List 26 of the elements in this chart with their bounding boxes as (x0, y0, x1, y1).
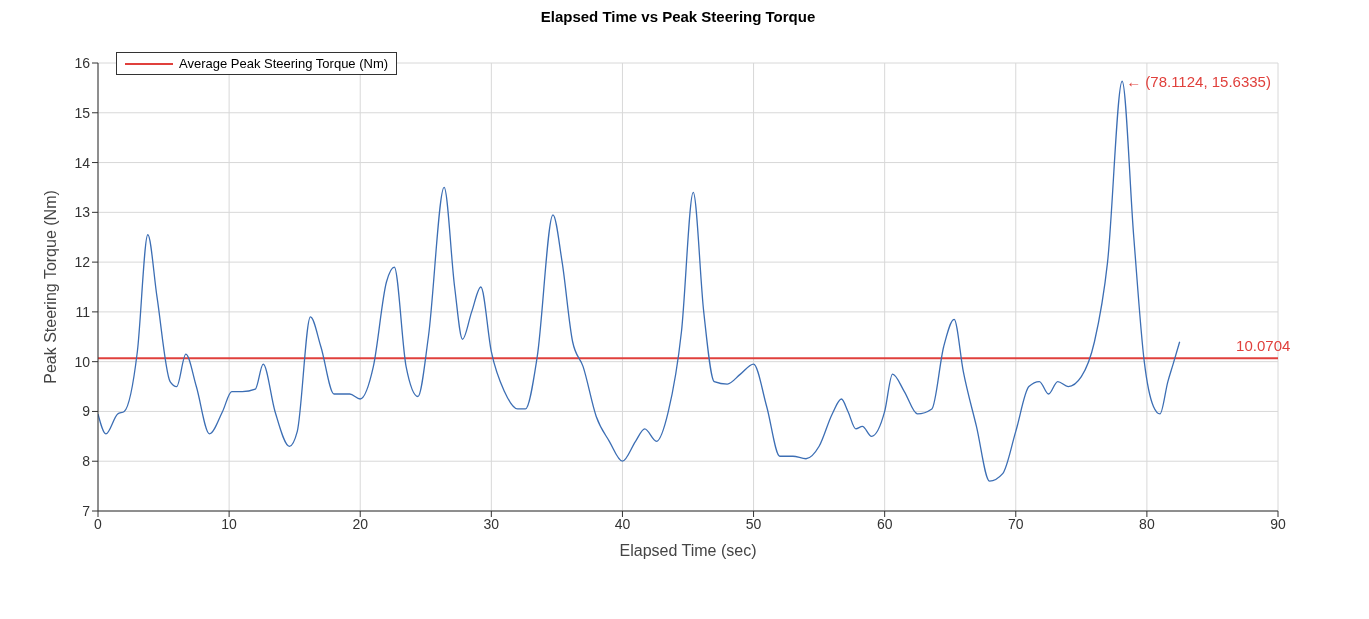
annotation: 10.0704 (1236, 337, 1291, 355)
x-tick-label: 50 (745, 515, 762, 532)
y-tick-label: 15 (74, 104, 91, 121)
x-tick-label: 0 (94, 515, 103, 532)
annotation: ← (78.1124, 15.6335) (1126, 72, 1271, 90)
y-tick-label: 11 (75, 303, 91, 320)
y-tick-label: 10 (74, 353, 91, 370)
legend-label: Average Peak Steering Torque (Nm) (179, 56, 389, 71)
y-tick-label: 7 (82, 502, 91, 519)
y-tick-label: 13 (74, 204, 91, 221)
x-tick-label: 40 (614, 515, 631, 532)
x-tick-label: 30 (483, 515, 500, 532)
y-tick-label: 8 (82, 453, 91, 470)
x-tick-label: 10 (221, 515, 238, 532)
x-tick-label: 60 (876, 515, 893, 532)
y-tick-label: 16 (74, 54, 91, 71)
x-axis-title: Elapsed Time (sec) (619, 542, 757, 559)
y-tick-label: 9 (82, 403, 91, 420)
x-tick-label: 80 (1139, 515, 1155, 532)
y-tick-label: 12 (74, 254, 91, 271)
chart-title: Elapsed Time vs Peak Steering Torque (539, 8, 817, 26)
y-tick-label: 14 (74, 154, 91, 171)
y-axis-title: Peak Steering Torque (Nm) (41, 190, 59, 384)
x-tick-label: 20 (352, 515, 369, 532)
x-tick-label: 70 (1007, 515, 1024, 532)
x-tick-label: 90 (1270, 515, 1286, 532)
